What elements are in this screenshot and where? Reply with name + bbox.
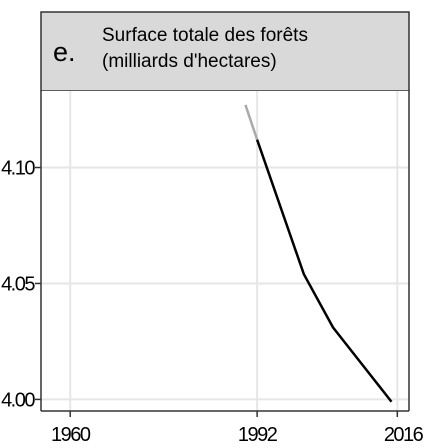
series-line-main [255, 139, 393, 403]
series-lines [244, 104, 393, 403]
y-tick-label: 4.05 [1, 273, 35, 295]
plot-panel [40, 91, 410, 412]
panel-title-line-1: Surface totale des forêts [102, 25, 308, 46]
x-tick-label: 1960 [51, 424, 91, 446]
panel-strip: e. Surface totale des forêts (milliards … [40, 11, 410, 92]
panel-letter: e. [53, 37, 76, 67]
x-tick-label: 2016 [384, 424, 424, 446]
grid-lines [41, 91, 409, 411]
series-line-light [244, 104, 259, 141]
panel-strip-background [40, 11, 410, 92]
x-axis: 1960 1992 2016 [51, 411, 425, 446]
panel-title-line-2: (milliards d'hectares) [102, 51, 277, 72]
y-tick-label: 4.00 [1, 389, 35, 411]
y-tick-label: 4.10 [1, 158, 35, 180]
plot-background [41, 91, 409, 411]
y-axis: 4.00 4.05 4.10 [1, 158, 41, 411]
x-tick-label: 1992 [238, 424, 278, 446]
